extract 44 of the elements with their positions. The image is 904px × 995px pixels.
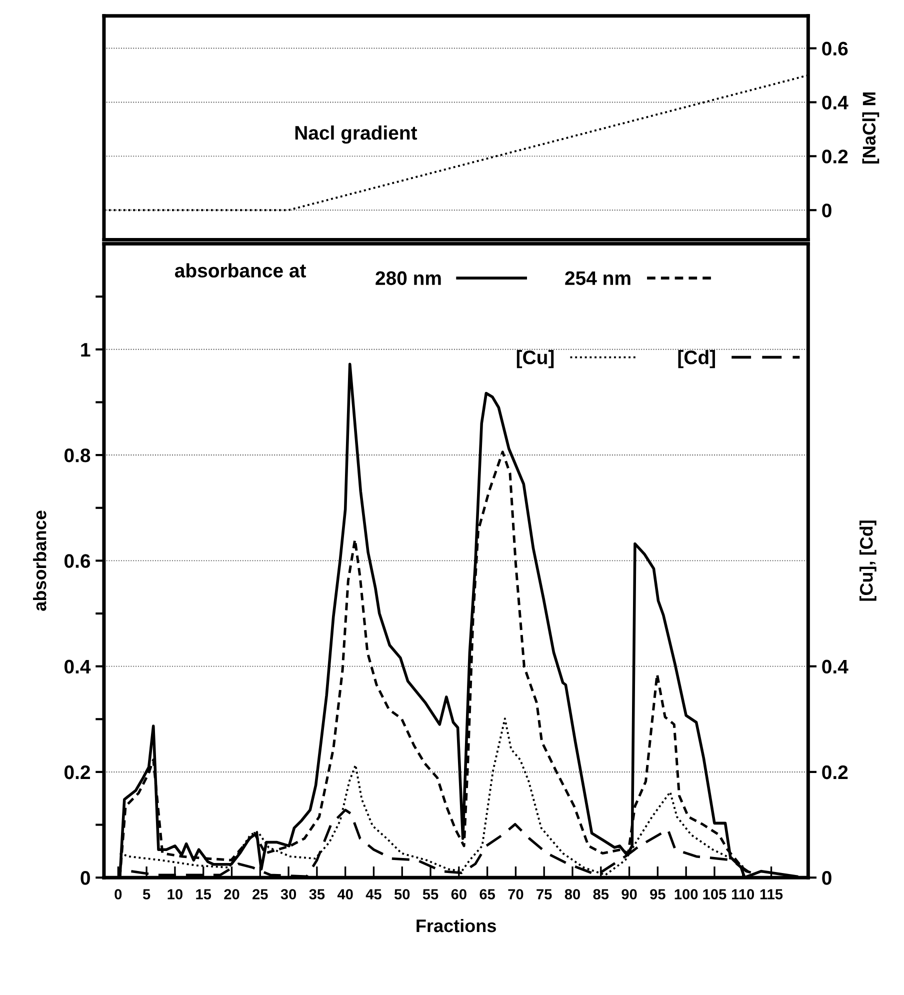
x-tick-label: 45 bbox=[366, 889, 382, 900]
y-axis-title: absorbance bbox=[33, 510, 46, 611]
legend-label: [Cd] bbox=[678, 350, 715, 368]
x-tick-label: 90 bbox=[622, 889, 637, 900]
x-tick-label: 65 bbox=[480, 889, 496, 900]
x-tick-label: 20 bbox=[224, 889, 240, 900]
x-tick-label: 25 bbox=[252, 889, 268, 900]
x-tick-label: 115 bbox=[760, 889, 783, 900]
x-tick-label: 55 bbox=[422, 889, 438, 900]
legend-label: 280 nm bbox=[376, 271, 441, 286]
y-axis-title: [NaCl] M bbox=[862, 92, 880, 164]
x-tick-label: 105 bbox=[703, 889, 726, 900]
x-tick-label: 110 bbox=[732, 889, 754, 900]
legend-label: [Cu] bbox=[516, 350, 554, 368]
x-tick-label: 40 bbox=[337, 889, 353, 900]
y-tick-label: 0.4 bbox=[822, 96, 848, 110]
x-tick-label: 60 bbox=[451, 889, 466, 900]
x-tick-label: 35 bbox=[309, 889, 325, 900]
x-tick-label: 100 bbox=[674, 889, 698, 900]
y2-axis-title: [Cu], [Cd] bbox=[860, 520, 876, 601]
y-tick-label: 0.2 bbox=[822, 150, 848, 164]
x-axis-title: Fractions bbox=[416, 918, 496, 932]
legend-title: absorbance at bbox=[174, 263, 306, 278]
x-tick-label: 10 bbox=[168, 889, 182, 900]
x-tick-label: 50 bbox=[394, 889, 410, 900]
y-tick-label: 0 bbox=[822, 204, 832, 218]
legend-label: 254 nm bbox=[565, 271, 630, 286]
x-tick-label: 85 bbox=[593, 889, 609, 900]
x-tick-label: 70 bbox=[508, 889, 524, 900]
x-tick-label: 75 bbox=[536, 889, 552, 900]
x-tick-label: 0 bbox=[114, 889, 122, 900]
y-tick-label: 0.8 bbox=[64, 448, 90, 462]
y-tick-label: 0.4 bbox=[64, 660, 91, 674]
y-tick-label: 0.6 bbox=[64, 554, 90, 568]
x-tick-label: 80 bbox=[564, 889, 580, 900]
y-tick-label: 1 bbox=[81, 343, 90, 356]
y-tick-label: 0.2 bbox=[64, 765, 90, 780]
x-tick-label: 95 bbox=[650, 889, 666, 900]
x-tick-label: 15 bbox=[196, 889, 212, 900]
annotation: Nacl gradient bbox=[295, 125, 418, 144]
x-tick-label: 30 bbox=[280, 889, 296, 900]
y-tick-label: 0 bbox=[80, 871, 90, 885]
y-tick-label: 0.6 bbox=[822, 42, 848, 56]
x-tick-label: 5 bbox=[142, 889, 150, 900]
